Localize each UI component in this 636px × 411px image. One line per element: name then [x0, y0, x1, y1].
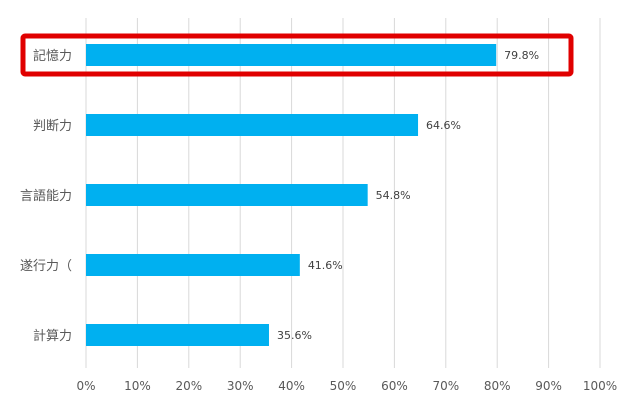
x-tick-label: 60%	[381, 379, 408, 393]
category-label: 判断力	[33, 119, 72, 134]
x-tick-label: 100%	[583, 379, 617, 393]
data-label: 79.8%	[504, 49, 539, 62]
x-tick-label: 30%	[227, 379, 254, 393]
bar	[86, 324, 269, 346]
data-label: 54.8%	[376, 189, 411, 202]
x-tick-label: 80%	[484, 379, 511, 393]
category-label: 記憶力	[33, 48, 72, 64]
x-tick-label: 70%	[432, 379, 459, 393]
data-label: 41.6%	[308, 259, 343, 272]
x-tick-label: 50%	[330, 379, 357, 393]
x-tick-label: 20%	[175, 379, 202, 393]
x-tick-labels: 0% 10% 20% 30% 40% 50% 60% 70% 80% 90% 100%	[76, 379, 617, 393]
x-tick-label: 90%	[535, 379, 562, 393]
data-labels: 79.8% 64.6% 54.8% 41.6% 35.6%	[277, 49, 539, 342]
category-label: 遂行力（	[20, 259, 72, 274]
x-tick-label: 0%	[76, 379, 95, 393]
highlight-box	[20, 33, 574, 77]
data-label: 35.6%	[277, 329, 312, 342]
bar	[86, 44, 497, 66]
category-label: 計算力	[33, 328, 72, 344]
bar	[86, 114, 419, 136]
x-tick-label: 10%	[124, 379, 151, 393]
category-label: 言語能力	[20, 188, 72, 204]
bars	[86, 44, 497, 346]
bar	[86, 254, 300, 276]
bar	[86, 184, 368, 206]
data-label: 64.6%	[426, 119, 461, 132]
x-tick-label: 40%	[278, 379, 305, 393]
